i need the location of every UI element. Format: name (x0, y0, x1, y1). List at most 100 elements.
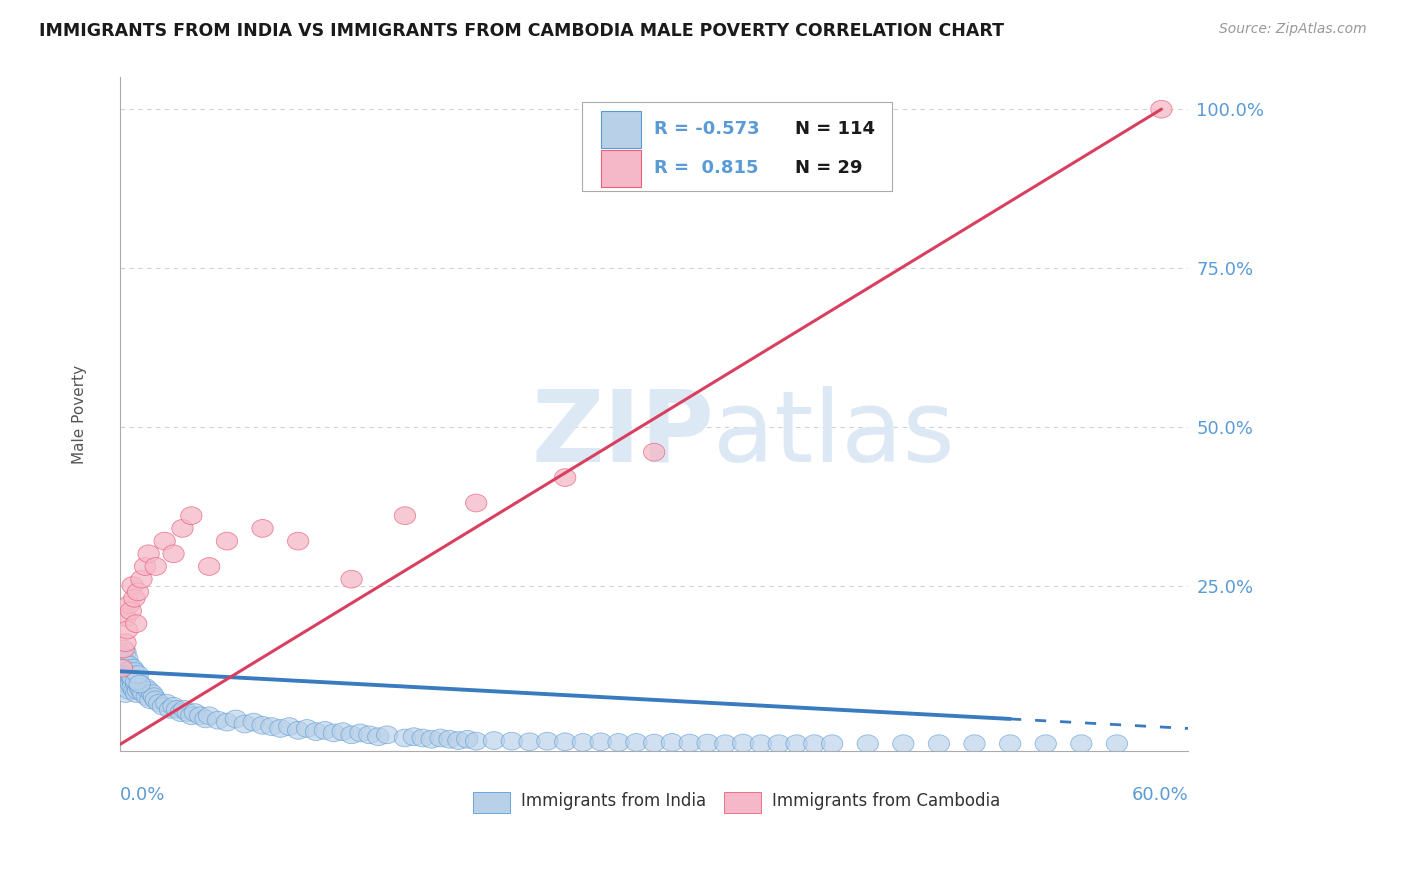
Ellipse shape (233, 715, 256, 733)
Ellipse shape (225, 710, 246, 728)
Ellipse shape (519, 733, 540, 751)
Ellipse shape (858, 735, 879, 753)
Ellipse shape (278, 718, 299, 735)
Text: Male Poverty: Male Poverty (72, 365, 87, 464)
Ellipse shape (111, 647, 132, 665)
Text: 60.0%: 60.0% (1132, 786, 1188, 804)
Ellipse shape (145, 691, 166, 709)
Ellipse shape (733, 734, 754, 752)
Ellipse shape (124, 663, 145, 681)
Ellipse shape (120, 669, 142, 687)
Ellipse shape (484, 731, 505, 749)
Ellipse shape (714, 735, 735, 753)
Ellipse shape (217, 714, 238, 731)
Ellipse shape (751, 735, 772, 753)
Ellipse shape (439, 731, 460, 748)
Ellipse shape (120, 602, 142, 620)
Ellipse shape (117, 621, 138, 639)
Ellipse shape (359, 726, 380, 744)
Text: IMMIGRANTS FROM INDIA VS IMMIGRANTS FROM CAMBODIA MALE POVERTY CORRELATION CHART: IMMIGRANTS FROM INDIA VS IMMIGRANTS FROM… (39, 22, 1004, 40)
Text: R =  0.815: R = 0.815 (654, 159, 759, 178)
Ellipse shape (152, 698, 173, 715)
Ellipse shape (112, 653, 135, 671)
Ellipse shape (163, 698, 184, 715)
Ellipse shape (117, 665, 138, 683)
Ellipse shape (115, 653, 136, 671)
Text: Source: ZipAtlas.com: Source: ZipAtlas.com (1219, 22, 1367, 37)
Ellipse shape (145, 558, 166, 575)
Ellipse shape (125, 615, 146, 632)
Text: atlas: atlas (713, 385, 955, 483)
Ellipse shape (1107, 735, 1128, 753)
Ellipse shape (138, 545, 159, 563)
Ellipse shape (118, 663, 139, 681)
Ellipse shape (156, 694, 177, 712)
Ellipse shape (180, 706, 202, 724)
Ellipse shape (297, 720, 318, 738)
Ellipse shape (142, 685, 163, 702)
Ellipse shape (420, 731, 443, 748)
FancyBboxPatch shape (600, 111, 641, 148)
Ellipse shape (217, 533, 238, 550)
Ellipse shape (465, 494, 486, 512)
Ellipse shape (163, 545, 184, 563)
Text: N = 114: N = 114 (796, 120, 875, 138)
Ellipse shape (404, 728, 425, 746)
Ellipse shape (118, 656, 139, 673)
Ellipse shape (1000, 735, 1021, 753)
Ellipse shape (430, 729, 451, 747)
Ellipse shape (287, 722, 309, 739)
Ellipse shape (139, 691, 162, 709)
Ellipse shape (135, 678, 156, 696)
Ellipse shape (122, 672, 143, 690)
FancyBboxPatch shape (724, 792, 761, 814)
FancyBboxPatch shape (582, 103, 893, 191)
Ellipse shape (314, 722, 336, 739)
Text: N = 29: N = 29 (796, 159, 863, 178)
Ellipse shape (190, 706, 211, 724)
Ellipse shape (128, 681, 149, 699)
Ellipse shape (118, 681, 139, 699)
Ellipse shape (260, 718, 283, 735)
Text: Immigrants from India: Immigrants from India (520, 792, 706, 810)
Ellipse shape (115, 643, 136, 661)
Ellipse shape (166, 700, 188, 718)
Ellipse shape (270, 720, 291, 738)
Ellipse shape (1035, 735, 1056, 753)
Ellipse shape (159, 700, 180, 718)
Ellipse shape (377, 726, 398, 744)
Ellipse shape (122, 576, 143, 594)
Ellipse shape (332, 723, 353, 740)
Ellipse shape (131, 681, 152, 699)
Ellipse shape (394, 729, 416, 747)
Ellipse shape (554, 468, 576, 486)
Ellipse shape (537, 732, 558, 750)
Ellipse shape (323, 724, 344, 742)
Ellipse shape (367, 728, 389, 746)
Ellipse shape (125, 675, 146, 693)
Ellipse shape (786, 735, 807, 753)
Ellipse shape (447, 731, 470, 749)
Ellipse shape (1070, 735, 1092, 753)
Ellipse shape (115, 634, 136, 651)
Ellipse shape (177, 704, 198, 722)
Ellipse shape (128, 672, 149, 690)
Ellipse shape (132, 685, 155, 702)
Ellipse shape (340, 726, 363, 744)
Text: ZIP: ZIP (531, 385, 714, 483)
Ellipse shape (115, 685, 136, 702)
Ellipse shape (644, 734, 665, 752)
Ellipse shape (124, 590, 145, 607)
Ellipse shape (287, 533, 309, 550)
Ellipse shape (965, 735, 986, 753)
Ellipse shape (626, 733, 647, 751)
Ellipse shape (350, 724, 371, 742)
Ellipse shape (124, 681, 145, 699)
Ellipse shape (122, 669, 143, 687)
Ellipse shape (195, 710, 217, 728)
Ellipse shape (120, 675, 142, 693)
Ellipse shape (125, 685, 146, 702)
Ellipse shape (305, 723, 326, 740)
Ellipse shape (394, 507, 416, 524)
Ellipse shape (465, 732, 486, 750)
